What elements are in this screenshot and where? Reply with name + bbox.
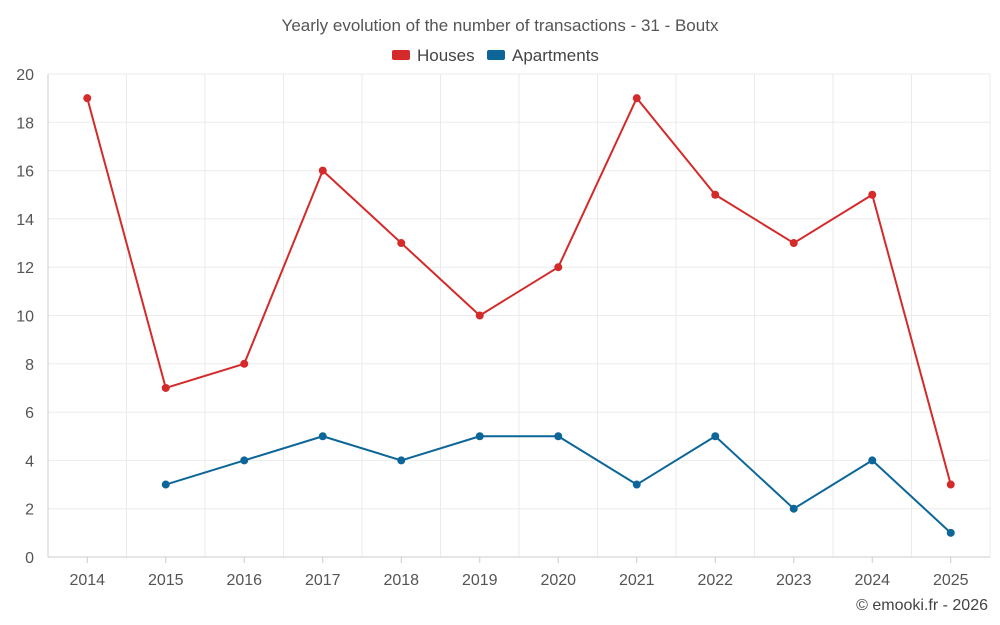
y-tick-label: 20 — [16, 67, 34, 84]
x-tick-label: 2024 — [854, 572, 890, 589]
data-point-houses-2025[interactable] — [946, 480, 955, 489]
data-point-apartments-2019[interactable] — [475, 432, 484, 441]
legend-label-houses: Houses — [417, 46, 475, 65]
data-point-houses-2022[interactable] — [711, 190, 720, 199]
data-point-apartments-2020[interactable] — [554, 432, 563, 441]
data-point-houses-2016[interactable] — [240, 359, 249, 368]
data-point-houses-2018[interactable] — [397, 239, 406, 248]
data-point-apartments-2021[interactable] — [632, 480, 641, 489]
data-point-houses-2015[interactable] — [161, 383, 170, 392]
data-point-houses-2017[interactable] — [318, 166, 327, 175]
x-tick-label: 2021 — [619, 572, 655, 589]
legend-label-apartments: Apartments — [512, 46, 599, 65]
x-tick-label: 2022 — [697, 572, 733, 589]
data-point-apartments-2025[interactable] — [946, 528, 955, 537]
data-point-houses-2023[interactable] — [789, 239, 798, 248]
y-tick-label: 0 — [25, 550, 34, 567]
data-point-houses-2014[interactable] — [83, 94, 92, 103]
x-tick-label: 2015 — [148, 572, 184, 589]
legend: Houses Apartments — [392, 46, 599, 65]
data-point-houses-2019[interactable] — [475, 311, 484, 320]
data-point-houses-2020[interactable] — [554, 263, 563, 272]
legend-item-apartments[interactable]: Apartments — [487, 46, 599, 65]
x-tick-label: 2018 — [383, 572, 419, 589]
series-line-houses — [86, 97, 952, 485]
data-point-apartments-2016[interactable] — [240, 456, 249, 465]
axes: 0 2 4 6 8 10 12 14 16 18 20 2014 2015 2016 2017 2018 201… — [16, 67, 990, 589]
y-tick-label: 6 — [25, 405, 34, 422]
y-tick-label: 18 — [16, 115, 34, 132]
credit-text: © emooki.fr - 2026 — [856, 597, 988, 614]
y-tick-label: 14 — [16, 212, 34, 229]
y-tick-label: 4 — [25, 453, 34, 470]
x-tick-label: 2019 — [462, 572, 498, 589]
series — [83, 94, 955, 537]
data-point-houses-2024[interactable] — [868, 190, 877, 199]
data-point-apartments-2015[interactable] — [161, 480, 170, 489]
data-point-apartments-2018[interactable] — [397, 456, 406, 465]
x-tick-label: 2016 — [226, 572, 262, 589]
legend-swatch-apartments — [487, 50, 505, 60]
data-point-apartments-2022[interactable] — [711, 432, 720, 441]
x-tick-label: 2023 — [776, 572, 812, 589]
y-tick-label: 2 — [25, 502, 34, 519]
y-tick-label: 10 — [16, 309, 34, 326]
grid — [47, 73, 991, 558]
x-tick-label: 2025 — [933, 572, 969, 589]
data-point-apartments-2017[interactable] — [318, 432, 327, 441]
x-tick-label: 2017 — [305, 572, 341, 589]
x-tick-label: 2020 — [540, 572, 576, 589]
y-tick-label: 8 — [25, 357, 34, 374]
data-point-apartments-2024[interactable] — [868, 456, 877, 465]
data-point-houses-2021[interactable] — [632, 94, 641, 103]
y-tick-label: 12 — [16, 260, 34, 277]
chart-title: Yearly evolution of the number of transa… — [282, 16, 719, 35]
data-point-apartments-2023[interactable] — [789, 504, 798, 513]
y-tick-label: 16 — [16, 164, 34, 181]
legend-item-houses[interactable]: Houses — [392, 46, 475, 65]
legend-swatch-houses — [392, 50, 410, 60]
x-tick-label: 2014 — [69, 572, 105, 589]
